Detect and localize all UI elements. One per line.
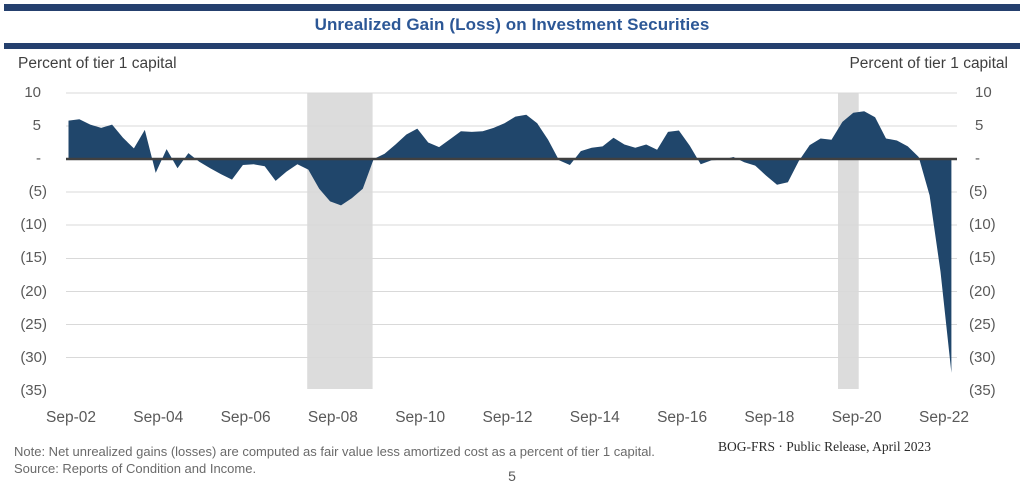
y-axis-tick-label-left: (15) bbox=[20, 249, 47, 267]
unrealized-gain-loss-area-series bbox=[68, 111, 952, 373]
x-axis-tick-label: Sep-06 bbox=[220, 409, 271, 426]
y-axis-tick-label-left: (5) bbox=[28, 183, 47, 201]
y-axis-tick-label-left: (25) bbox=[20, 315, 47, 333]
y-axis-tick-label-right: (35) bbox=[969, 381, 996, 399]
x-axis-tick-label: Sep-12 bbox=[482, 409, 533, 426]
note-text: Note: Net unrealized gains (losses) are … bbox=[14, 444, 655, 459]
y-axis-tick-label-left: (30) bbox=[20, 348, 47, 366]
x-axis-tick-label: Sep-18 bbox=[744, 409, 795, 426]
header-rule-top bbox=[4, 4, 1020, 11]
area-chart bbox=[66, 92, 957, 389]
x-axis-tick-label: Sep-02 bbox=[46, 409, 96, 426]
x-axis-tick-label: Sep-04 bbox=[133, 409, 184, 426]
header-rule-bottom bbox=[4, 43, 1020, 49]
recession-band bbox=[307, 93, 373, 389]
x-axis-tick-label: Sep-08 bbox=[307, 409, 358, 426]
y-axis-tick-label-right: 5 bbox=[975, 116, 984, 134]
x-axis-tick-label: Sep-20 bbox=[831, 409, 882, 426]
release-text: BOG-FRS · Public Release, April 2023 bbox=[718, 439, 931, 454]
y-axis-tick-label-right: (20) bbox=[969, 282, 996, 300]
axis-caption-right: Percent of tier 1 capital bbox=[849, 55, 1008, 72]
y-axis-tick-label-left: (20) bbox=[20, 282, 47, 300]
recession-band bbox=[838, 93, 859, 389]
y-axis-tick-label-right: - bbox=[975, 150, 980, 167]
x-axis-tick-label: Sep-10 bbox=[395, 409, 446, 426]
axis-caption-left: Percent of tier 1 capital bbox=[18, 55, 177, 72]
x-axis-tick-label: Sep-14 bbox=[569, 409, 620, 426]
x-axis-tick-label: Sep-22 bbox=[919, 409, 969, 426]
y-axis-tick-label-right: (30) bbox=[969, 348, 996, 366]
y-axis-tick-label-left: 10 bbox=[24, 83, 41, 101]
page-number: 5 bbox=[508, 468, 516, 484]
source-text: Source: Reports of Condition and Income. bbox=[14, 461, 257, 476]
y-axis-tick-label-right: (25) bbox=[969, 315, 996, 333]
y-axis-tick-label-left: - bbox=[36, 150, 41, 167]
y-axis-tick-label-right: 10 bbox=[975, 83, 992, 101]
y-axis-tick-label-right: (15) bbox=[969, 249, 996, 267]
y-axis-tick-label-left: 5 bbox=[32, 116, 41, 134]
x-axis-tick-label: Sep-16 bbox=[657, 409, 708, 426]
y-axis-tick-label-left: (10) bbox=[20, 216, 47, 234]
y-axis-tick-label-left: (35) bbox=[20, 381, 47, 399]
y-axis-tick-label-right: (10) bbox=[969, 216, 996, 234]
chart-title: Unrealized Gain (Loss) on Investment Sec… bbox=[314, 15, 710, 34]
y-axis-tick-label-right: (5) bbox=[969, 183, 988, 201]
